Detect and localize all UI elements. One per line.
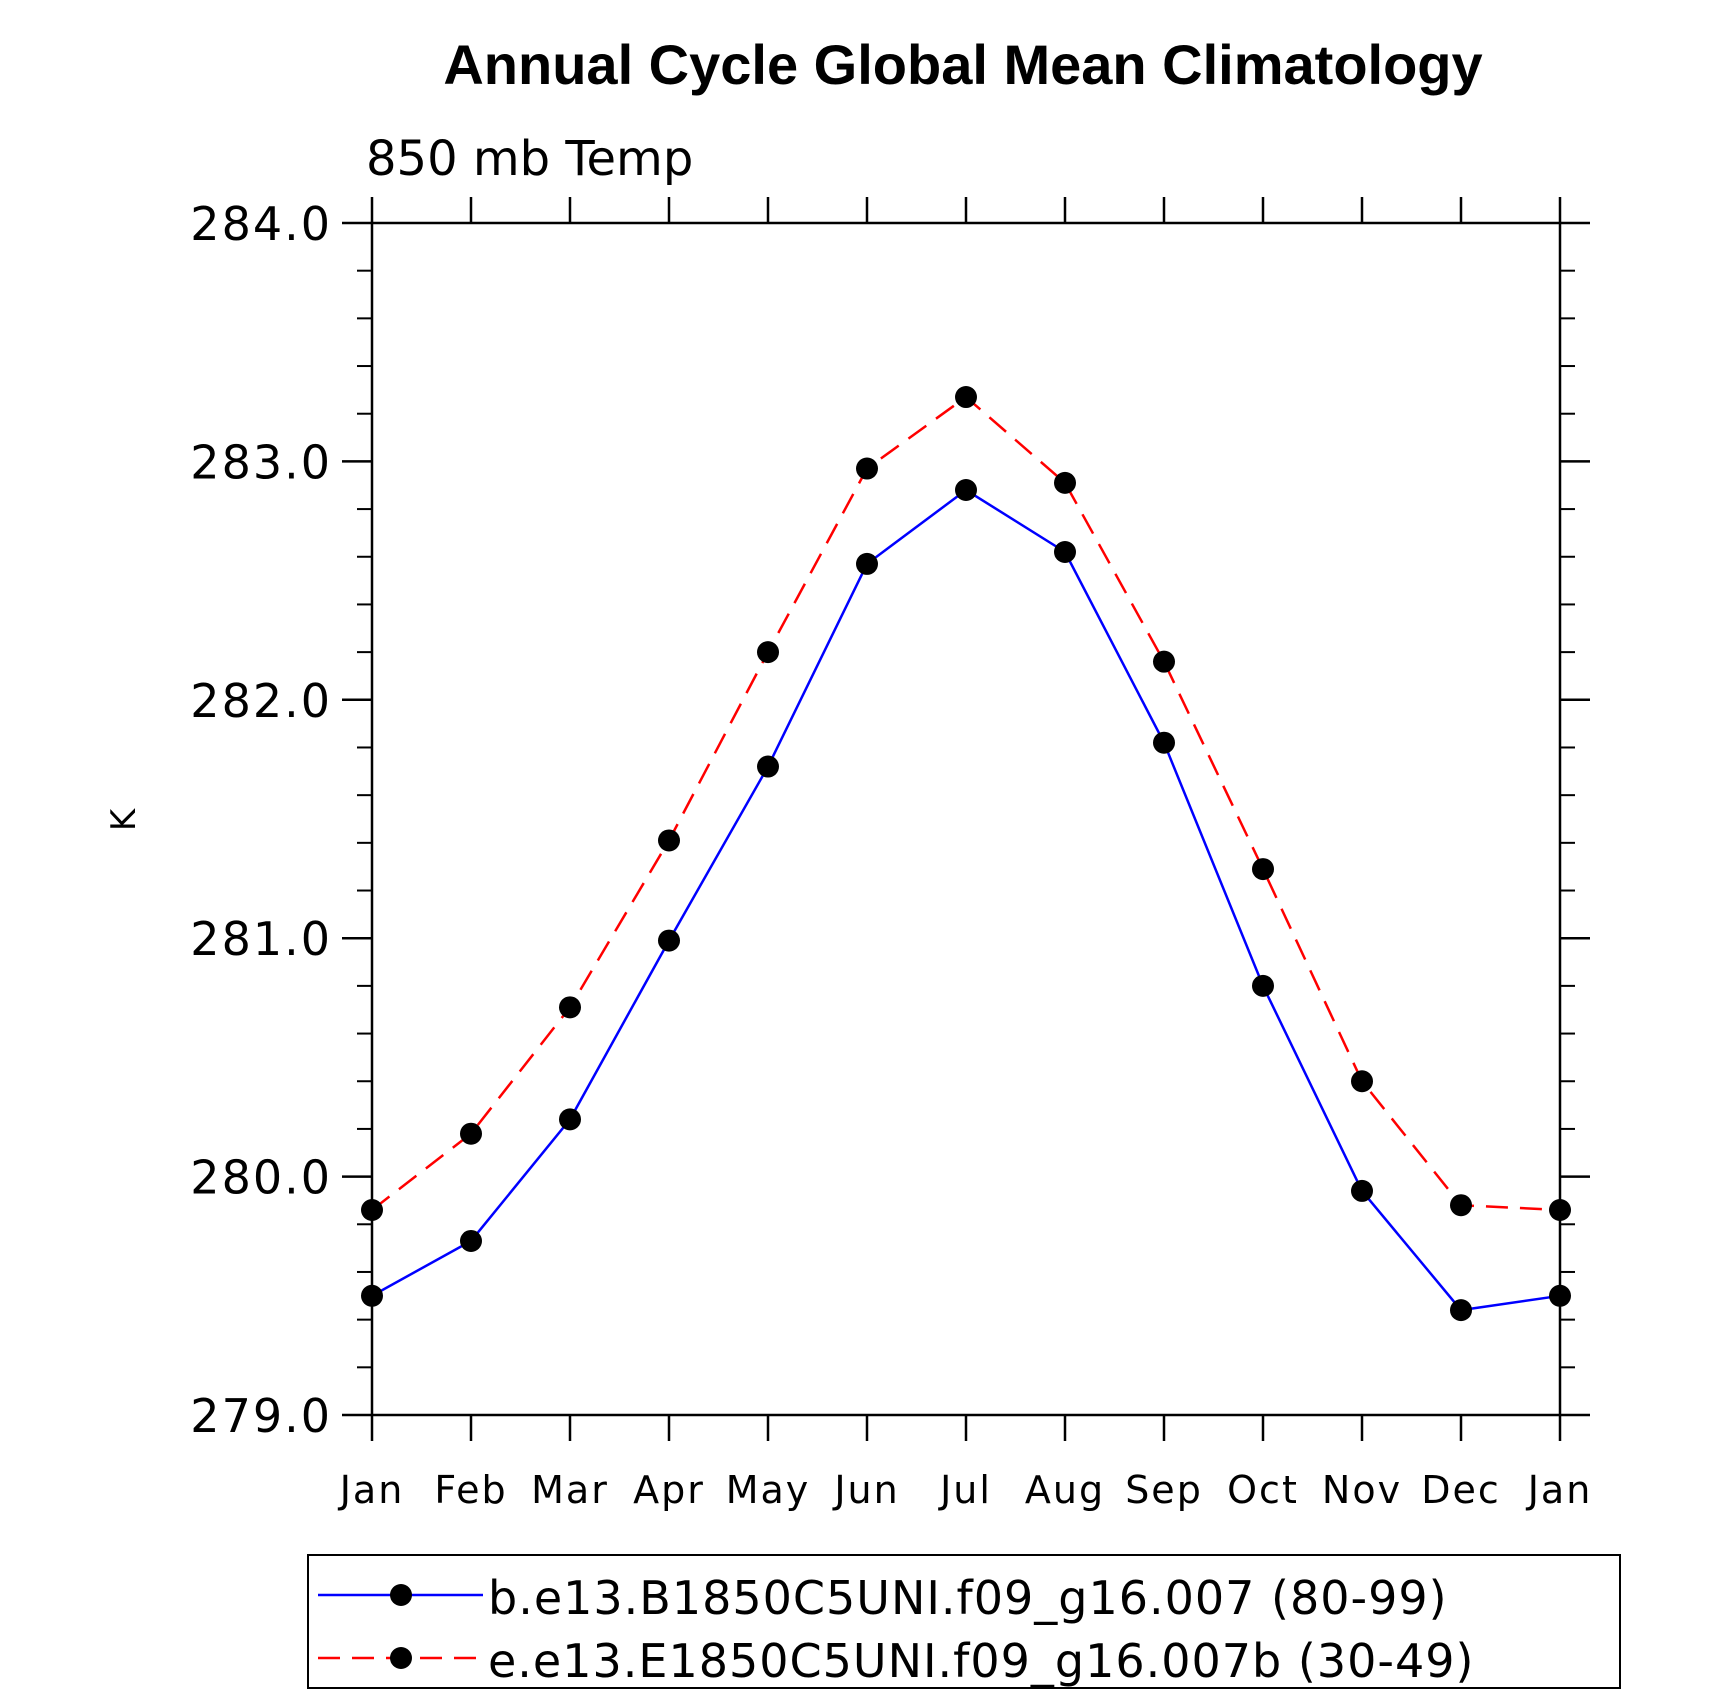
series-2 bbox=[361, 386, 1571, 1221]
x-tick-label: Feb bbox=[434, 1468, 507, 1512]
data-point bbox=[1153, 731, 1175, 754]
y-tick-label: 280.0 bbox=[190, 1151, 332, 1205]
data-point bbox=[658, 929, 680, 952]
x-tick-label: Oct bbox=[1227, 1468, 1299, 1512]
x-tick-label: Sep bbox=[1125, 1468, 1203, 1512]
data-point bbox=[1252, 858, 1274, 881]
y-tick-label: 283.0 bbox=[190, 435, 332, 489]
chart-subtitle: 850 mb Temp bbox=[366, 131, 693, 187]
data-point bbox=[361, 1284, 383, 1307]
x-tick-label: Nov bbox=[1322, 1468, 1402, 1512]
y-tick-label: 282.0 bbox=[190, 674, 332, 728]
y-tick-label: 279.0 bbox=[190, 1389, 332, 1443]
x-tick-label: Dec bbox=[1421, 1468, 1501, 1512]
data-point bbox=[1351, 1070, 1373, 1093]
x-tick-label: Apr bbox=[633, 1468, 705, 1512]
data-point bbox=[460, 1229, 482, 1252]
x-tick-label: Jul bbox=[938, 1468, 992, 1512]
legend-marker bbox=[390, 1647, 412, 1669]
data-point bbox=[757, 641, 779, 664]
data-point bbox=[460, 1122, 482, 1145]
data-point bbox=[559, 996, 581, 1019]
x-tick-label: Jun bbox=[832, 1468, 899, 1512]
data-point bbox=[955, 386, 977, 409]
legend-marker bbox=[390, 1584, 412, 1606]
data-point bbox=[1351, 1179, 1373, 1202]
series-layer bbox=[361, 386, 1571, 1322]
axes: Jan Feb Mar Apr May Jun Jul Aug Sep Oct Nov Dec Jan2… bbox=[190, 197, 1593, 1512]
legend-label: e.e13.E1850C5UNI.f09_g16.007b (30-49) bbox=[488, 1634, 1474, 1688]
series-line bbox=[371, 395, 1561, 1212]
chart-title: Annual Cycle Global Mean Climatology bbox=[443, 33, 1482, 96]
data-point bbox=[1450, 1299, 1472, 1322]
x-tick-label: Jan bbox=[338, 1468, 405, 1512]
data-point bbox=[559, 1108, 581, 1131]
data-point bbox=[757, 755, 779, 778]
y-axis-label: K bbox=[104, 807, 144, 831]
data-point bbox=[361, 1198, 383, 1221]
data-point bbox=[658, 829, 680, 852]
data-point bbox=[1252, 974, 1274, 997]
x-tick-label: Aug bbox=[1025, 1468, 1105, 1512]
x-tick-label: Jan bbox=[1526, 1468, 1593, 1512]
series-1 bbox=[361, 479, 1571, 1322]
data-point bbox=[955, 479, 977, 502]
x-tick-label: Mar bbox=[531, 1468, 609, 1512]
data-point bbox=[1450, 1194, 1472, 1217]
x-tick-label: May bbox=[726, 1468, 811, 1512]
data-point bbox=[856, 457, 878, 480]
data-point bbox=[1153, 650, 1175, 673]
legend-box bbox=[307, 1554, 1621, 1689]
data-point bbox=[1549, 1284, 1571, 1307]
data-point bbox=[1054, 471, 1076, 494]
data-point bbox=[856, 552, 878, 575]
data-point bbox=[1054, 540, 1076, 563]
y-tick-label: 284.0 bbox=[190, 197, 332, 251]
y-tick-label: 281.0 bbox=[190, 912, 332, 966]
series-line bbox=[371, 488, 1561, 1312]
legend: b.e13.B1850C5UNI.f09_g16.007 (80-99) e.e1… bbox=[307, 1554, 1621, 1689]
data-point bbox=[1549, 1198, 1571, 1221]
legend-label: b.e13.B1850C5UNI.f09_g16.007 (80-99) bbox=[488, 1571, 1448, 1625]
